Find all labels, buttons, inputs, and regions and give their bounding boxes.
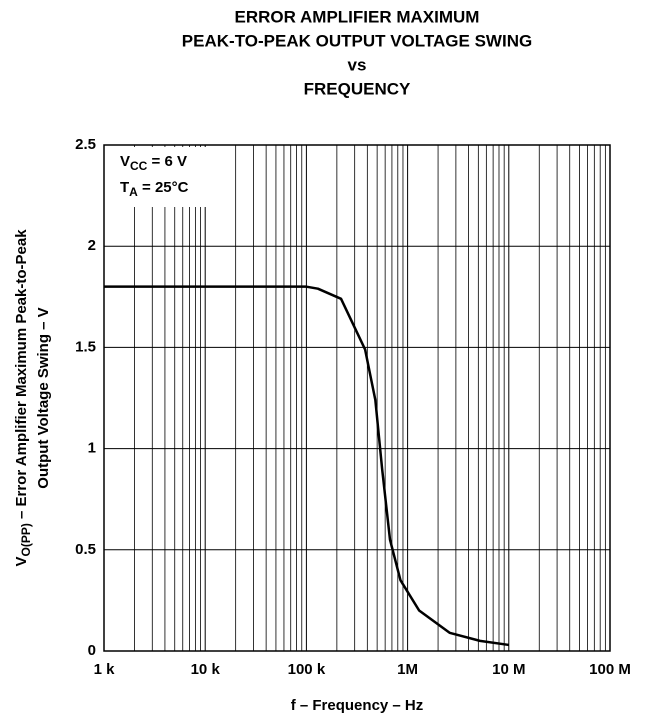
annotation-text: = 25°C: [138, 179, 189, 196]
y-label-subscript: O(PP): [19, 523, 33, 556]
y-tick-label: 2.5: [75, 136, 96, 153]
x-tick-label: 1M: [397, 661, 418, 678]
chart-title: FREQUENCY: [304, 79, 411, 98]
y-tick-label: 2: [88, 237, 96, 254]
y-axis-label-line: VO(PP) – Error Amplifier Maximum Peak-to…: [13, 229, 33, 567]
x-tick-label: 10 M: [492, 661, 525, 678]
x-tick-label: 100 M: [589, 661, 631, 678]
annotation: TA = 25°C: [120, 179, 189, 199]
y-label-text: – Error Amplifier Maximum Peak-to-Peak: [13, 229, 30, 523]
chart-title: vs: [348, 55, 367, 74]
annotation-symbol: T: [120, 179, 129, 196]
y-tick-label: 0.5: [75, 541, 96, 558]
x-axis-label: f – Frequency – Hz: [291, 697, 424, 714]
y-axis-label: VO(PP) – Error Amplifier Maximum Peak-to…: [13, 229, 52, 567]
y-label-symbol: V: [13, 557, 30, 567]
x-tick-label: 100 k: [288, 661, 326, 678]
annotation: VCC = 6 V: [120, 153, 187, 173]
annotation-subscript: CC: [130, 159, 148, 173]
y-tick-label: 1: [88, 440, 96, 457]
grid: [103, 144, 611, 652]
chart-title: PEAK-TO-PEAK OUTPUT VOLTAGE SWING: [182, 31, 532, 50]
annotation-box: [105, 147, 207, 207]
x-tick-label: 10 k: [191, 661, 221, 678]
y-axis-label-line: Output Voltage Swing – V: [35, 307, 52, 488]
annotation-text: = 6 V: [147, 153, 187, 170]
y-tick-label: 1.5: [75, 338, 96, 355]
x-tick-label: 1 k: [94, 661, 116, 678]
plot-frame: [103, 144, 611, 652]
y-tick-label: 0: [88, 642, 96, 659]
chart-title: ERROR AMPLIFIER MAXIMUM: [235, 7, 480, 26]
annotation-symbol: V: [120, 153, 130, 170]
annotation-subscript: A: [129, 185, 138, 199]
data-line: [104, 285, 509, 647]
